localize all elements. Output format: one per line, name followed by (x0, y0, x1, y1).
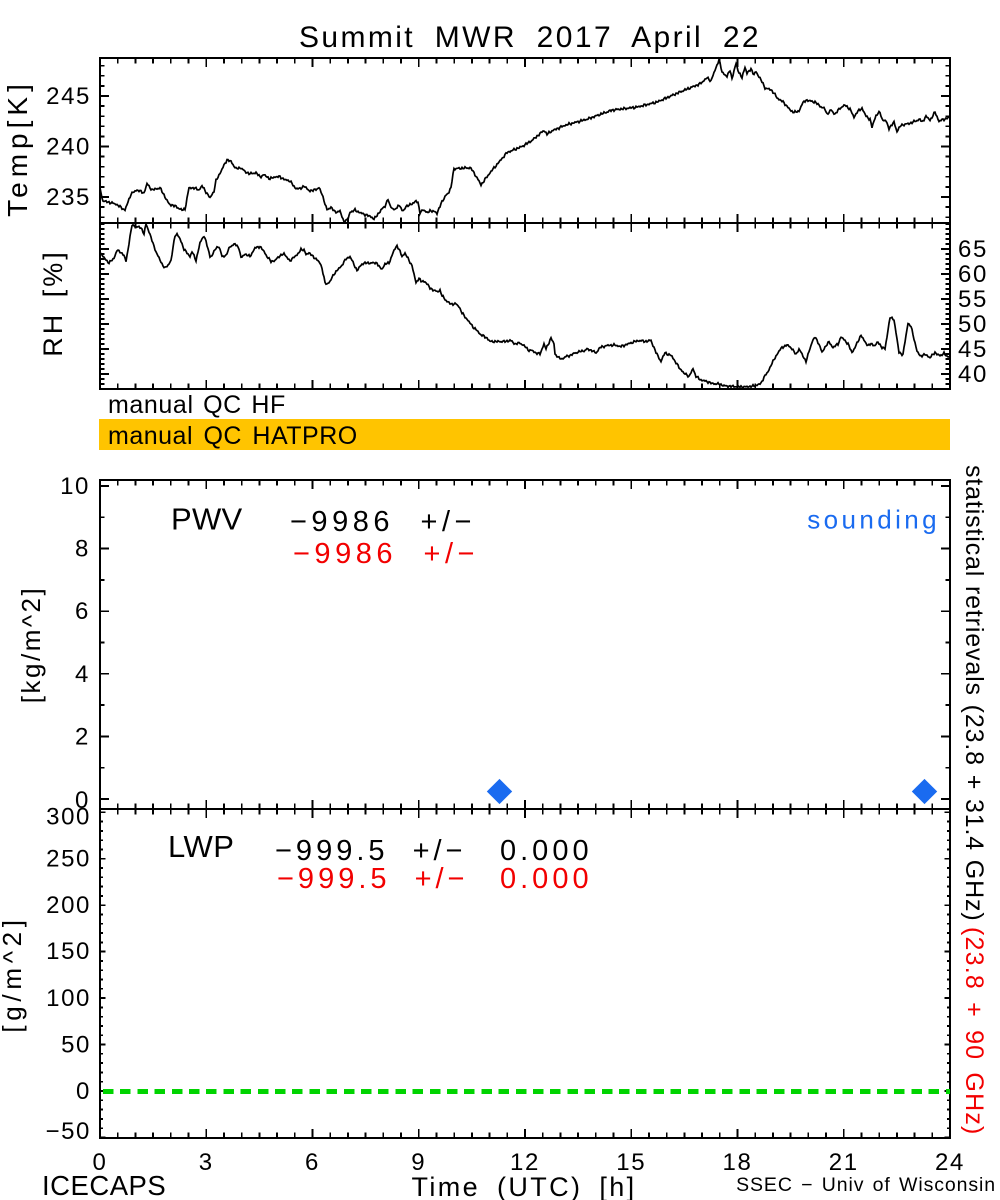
svg-text:235: 235 (46, 184, 91, 211)
svg-text:[g/m^2]: [g/m^2] (0, 915, 27, 1032)
svg-text:55: 55 (958, 286, 988, 313)
svg-text:−9986 +/−: −9986 +/− (293, 538, 479, 570)
svg-text:245: 245 (46, 83, 91, 110)
svg-text:40: 40 (958, 361, 988, 388)
svg-text:250: 250 (46, 845, 91, 872)
svg-text:6: 6 (75, 598, 90, 625)
svg-text:0.000: 0.000 (500, 835, 593, 867)
svg-text:manual QC HF: manual QC HF (108, 391, 286, 419)
svg-text:3: 3 (199, 1149, 214, 1176)
svg-text:50: 50 (61, 1031, 91, 1058)
svg-text:statistical retrievals (23.8 +: statistical retrievals (23.8 + 31.4 GHz) (960, 465, 988, 922)
svg-text:−999.5 +/−: −999.5 +/− (275, 835, 467, 867)
svg-text:200: 200 (46, 892, 91, 919)
svg-text:2: 2 (75, 723, 90, 750)
svg-text:10: 10 (60, 473, 90, 500)
svg-text:−50: −50 (45, 1118, 91, 1145)
svg-text:50: 50 (958, 311, 988, 338)
svg-text:60: 60 (958, 261, 988, 288)
svg-text:PWV: PWV (171, 502, 243, 537)
svg-text:8: 8 (75, 536, 90, 563)
svg-text:100: 100 (46, 985, 91, 1012)
svg-text:9: 9 (411, 1149, 426, 1176)
svg-text:ICECAPS: ICECAPS (42, 1170, 166, 1200)
svg-text:0.000: 0.000 (500, 863, 593, 895)
svg-text:150: 150 (46, 938, 91, 965)
svg-text:24: 24 (935, 1149, 965, 1176)
svg-text:−999.5 +/−: −999.5 +/− (277, 863, 469, 895)
svg-text:0: 0 (75, 787, 90, 814)
svg-text:4: 4 (75, 661, 90, 688)
svg-text:12: 12 (510, 1149, 540, 1176)
svg-text:0: 0 (93, 1149, 108, 1176)
svg-text:sounding: sounding (807, 505, 940, 535)
svg-text:[kg/m^2]: [kg/m^2] (16, 586, 46, 703)
svg-text:65: 65 (958, 236, 988, 263)
svg-text:LWP: LWP (168, 829, 234, 864)
svg-text:300: 300 (46, 804, 91, 831)
svg-text:RH [%]: RH [%] (38, 249, 68, 357)
svg-text:15: 15 (616, 1149, 646, 1176)
svg-text:Temp[K]: Temp[K] (2, 79, 33, 217)
svg-text:6: 6 (305, 1149, 320, 1176)
svg-text:18: 18 (723, 1149, 753, 1176)
svg-text:Time (UTC) [h]: Time (UTC) [h] (411, 1172, 636, 1200)
svg-text:−9986 +/−: −9986 +/− (290, 506, 476, 538)
svg-text:manual QC HATPRO: manual QC HATPRO (108, 422, 358, 450)
svg-text:(23.8 + 90 GHz): (23.8 + 90 GHz) (960, 927, 988, 1136)
svg-text:240: 240 (46, 134, 91, 161)
svg-text:45: 45 (958, 336, 988, 363)
svg-text:0: 0 (76, 1078, 91, 1105)
svg-text:Summit MWR 2017 April 22: Summit MWR 2017 April 22 (299, 21, 761, 54)
svg-text:SSEC − Univ of Wisconsin: SSEC − Univ of Wisconsin (736, 1174, 996, 1196)
svg-text:21: 21 (829, 1149, 859, 1176)
